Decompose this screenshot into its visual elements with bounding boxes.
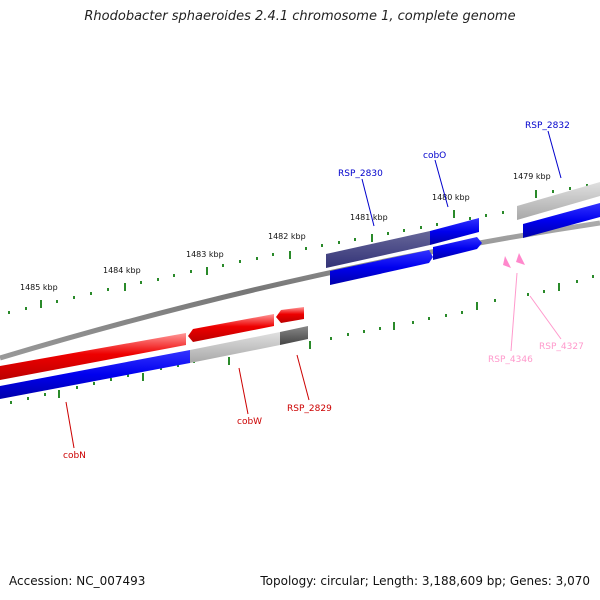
rsp-2829-forward-gene <box>276 307 304 323</box>
rsp-2832-blue-gene <box>523 203 600 238</box>
kbp-label-1484: 1484 kbp <box>103 266 141 275</box>
genome-backbone <box>0 220 600 361</box>
rsp-2829-leader <box>296 354 310 401</box>
label-rsp-2832: RSP_2832 <box>525 121 570 131</box>
kbp-label-1485: 1485 kbp <box>20 283 58 292</box>
genome-stats-text: Topology: circular; Length: 3,188,609 bp… <box>260 574 590 588</box>
kbp-label-1483: 1483 kbp <box>186 250 224 259</box>
rsp-4346-leader <box>510 272 518 352</box>
map-title: Rhodobacter sphaeroides 2.4.1 chromosome… <box>84 9 516 24</box>
cobw-forward-gene <box>188 314 274 342</box>
kbp-label-1481: 1481 kbp <box>350 213 388 222</box>
accession-text: Accession: NC_007493 <box>9 574 146 588</box>
cobn-leader <box>65 401 75 449</box>
label-rsp-4346: RSP_4346 <box>488 355 533 365</box>
label-cobn: cobN <box>63 451 86 461</box>
kbp-label-1482: 1482 kbp <box>268 232 306 241</box>
outer-major-ticks <box>40 190 537 308</box>
label-rsp-4327: RSP_4327 <box>539 342 584 352</box>
label-rsp-2830: RSP_2830 <box>338 169 383 179</box>
label-rsp-2829: RSP_2829 <box>287 404 332 414</box>
label-cobw: cobW <box>237 417 262 427</box>
rsp-2830-leader <box>361 178 375 227</box>
rsp-4327-gene <box>516 253 525 265</box>
cobo-leader <box>434 159 449 208</box>
cobn-forward-gene <box>0 333 186 380</box>
inner-major-ticks <box>58 283 560 398</box>
rsp-2830-lower-gene <box>330 250 433 285</box>
cobw-leader <box>238 367 249 415</box>
cobn-lower-gene <box>0 350 190 399</box>
label-cobo: cobO <box>423 151 446 161</box>
rsp-2832-leader <box>547 130 562 179</box>
kbp-label-1479: 1479 kbp <box>513 172 551 181</box>
rsp-2829-lower-gene <box>280 326 308 345</box>
cobo-lower-gene <box>433 237 482 260</box>
cobo-gene <box>430 218 479 245</box>
cobw-lower-gene <box>190 332 280 363</box>
rsp-4327-leader <box>529 295 562 340</box>
rsp-2830-gene <box>326 231 430 268</box>
rsp-4346-gene <box>503 256 511 268</box>
rsp-2832-grey-gene <box>517 182 600 220</box>
outer-tick-dots <box>8 184 588 314</box>
kbp-label-1480: 1480 kbp <box>432 193 470 202</box>
